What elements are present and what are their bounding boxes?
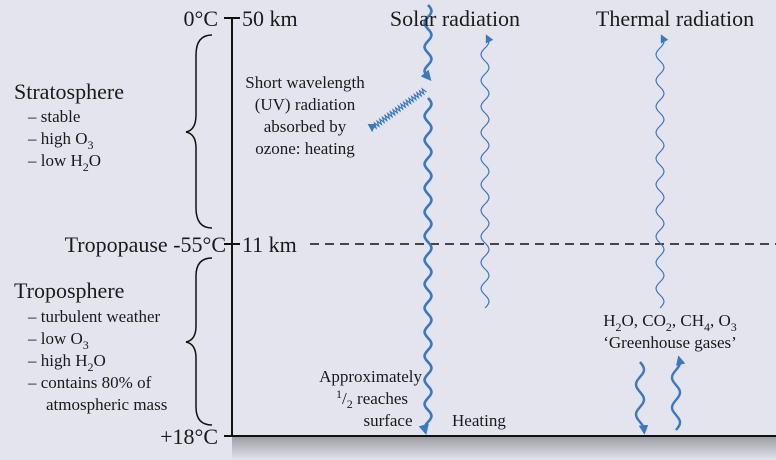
label: +18°C <box>160 424 218 449</box>
label: Tropopause -55°C <box>65 232 226 257</box>
label: 0°C <box>184 6 218 31</box>
heading: Troposphere <box>14 278 124 303</box>
label: 11 km <box>242 232 297 257</box>
label: ozone: heating <box>255 139 355 158</box>
label: 50 km <box>242 6 298 31</box>
label: – turbulent weather <box>27 307 161 326</box>
label: – contains 80% of <box>27 373 152 392</box>
label: ‘Greenhouse gases’ <box>603 333 737 352</box>
label: – low H2O <box>27 151 101 174</box>
radiation-arrow <box>670 355 686 431</box>
uv-arrow <box>367 87 427 133</box>
label: absorbed by <box>264 117 347 136</box>
label: Approximately <box>319 367 422 386</box>
label: Heating <box>452 411 506 430</box>
radiation-arrow <box>418 97 433 436</box>
heading: Stratosphere <box>14 79 124 104</box>
label: Solar radiation <box>390 6 520 31</box>
label: Thermal radiation <box>596 6 754 31</box>
label: Short wavelength <box>245 73 365 92</box>
label: – high H2O <box>27 351 106 374</box>
radiation-arrow <box>420 4 433 81</box>
label: (UV) radiation <box>255 95 356 114</box>
label: H2O, CO2, CH4, O3 <box>603 311 737 334</box>
label: atmospheric mass <box>46 395 167 414</box>
radiation-arrow <box>634 361 649 435</box>
brace <box>185 257 213 426</box>
label: – high O3 <box>27 129 94 152</box>
brace <box>185 34 213 229</box>
label: 1/2 reaches <box>336 387 408 411</box>
label: – stable <box>27 107 80 126</box>
label: surface <box>363 411 412 430</box>
label: – low O3 <box>27 329 89 352</box>
radiation-arrow <box>480 34 494 309</box>
radiation-arrow <box>655 34 669 309</box>
ground <box>232 436 776 460</box>
